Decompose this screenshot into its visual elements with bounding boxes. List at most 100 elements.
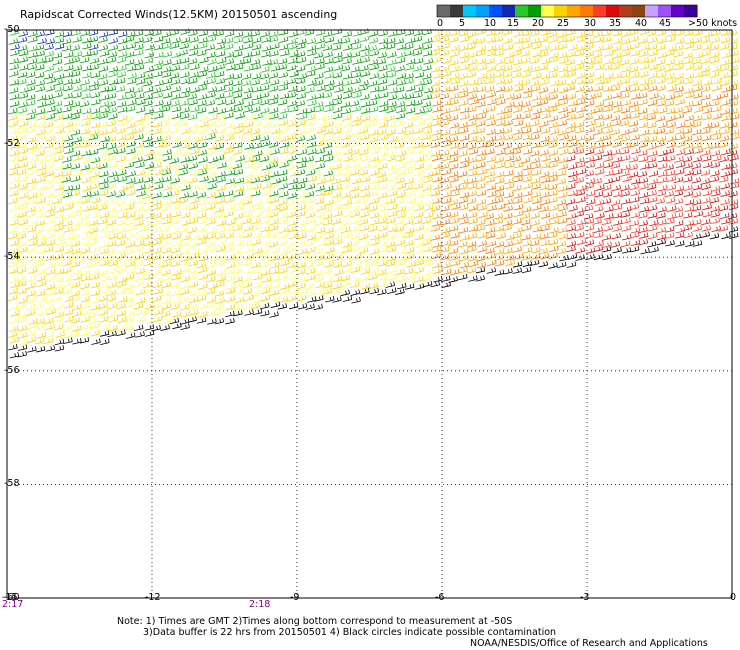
wind-barb [512,106,523,113]
wind-barb [205,310,216,317]
wind-barb [124,323,135,331]
wind-barb [459,203,469,211]
wind-barb [387,93,398,101]
wind-barb [268,141,279,148]
wind-barb [674,86,684,93]
wind-barb [585,71,595,78]
wind-barb [630,50,641,57]
wind-barb [8,288,18,295]
wind-barb [206,232,217,240]
wind-barb [64,203,74,211]
wind-barb [9,57,19,65]
wind-barb [70,295,81,302]
wind-barb [170,227,180,234]
wind-barb [133,156,143,163]
wind-barb [403,168,413,176]
wind-barb [259,217,270,225]
wind-barb [268,98,279,105]
wind-barb [144,140,154,148]
wind-barb [701,49,711,57]
wind-barb [343,86,353,94]
wind-barb [370,218,380,226]
wind-barb [63,71,74,78]
wind-barb [106,311,116,318]
wind-barb [315,197,325,205]
wind-barb [721,99,731,106]
wind-barb [610,63,620,70]
wind-barb [214,290,225,297]
wind-barb [647,189,657,197]
wind-barb [729,57,740,64]
wind-barb [207,30,218,37]
wind-barb [171,240,182,247]
wind-barb [72,85,83,92]
wind-barb [422,234,432,241]
wind-barb [675,122,686,129]
wind-barb [397,274,407,282]
wind-barb [97,218,108,225]
wind-barb [657,51,667,59]
wind-barb [179,288,190,295]
wind-barb [557,31,567,38]
wind-barb [505,161,515,169]
wind-barb [62,106,72,113]
wind-barb [61,44,72,52]
wind-barb [532,50,542,58]
wind-barb [700,178,710,185]
wind-barb [333,56,343,64]
wind-barb [702,79,713,86]
wind-barb [709,56,720,64]
wind-barb [100,275,110,282]
wind-barb [441,281,451,288]
wind-barb [414,169,424,177]
wind-barb [252,162,263,170]
wind-barb [37,169,47,176]
wind-barb [70,120,81,128]
wind-barb [610,241,620,248]
wind-barb [34,302,45,309]
wind-barb [424,198,434,206]
wind-barb [487,98,497,106]
wind-barb [404,212,414,219]
wind-barb [369,183,379,190]
wind-barb [181,211,191,219]
wind-barb [305,303,315,310]
wind-barb [369,86,380,93]
wind-barb [538,98,549,106]
wind-barb [603,224,613,232]
wind-barb [710,205,720,213]
wind-barb [448,36,459,43]
wind-barb [558,204,568,212]
wind-barb [25,122,36,129]
wind-barb [286,91,296,99]
wind-barb [197,225,207,233]
wind-barb [152,127,162,135]
wind-barb [683,29,694,37]
wind-barb [658,149,668,157]
wind-barb [630,189,641,197]
wind-barb [351,43,362,50]
wind-barb [405,247,415,254]
wind-barb [18,101,28,108]
wind-barb [172,141,182,148]
wind-barb [594,100,605,108]
wind-barb [691,162,701,170]
wind-barb [216,275,227,282]
wind-barb [171,149,181,156]
wind-barb [37,184,47,191]
wind-barb [361,262,371,269]
wind-barb [342,295,353,302]
wind-barb [395,101,406,108]
wind-barb [234,281,244,289]
wind-barb [171,86,181,93]
wind-barb [279,147,289,155]
wind-barb [513,79,524,87]
wind-barb [259,155,270,163]
wind-barb [187,93,197,100]
wind-barb [145,317,155,325]
wind-barb [70,150,81,157]
wind-barb [358,218,369,226]
wind-barb [107,211,117,219]
wind-barb [244,253,254,260]
wind-barb [432,245,442,253]
